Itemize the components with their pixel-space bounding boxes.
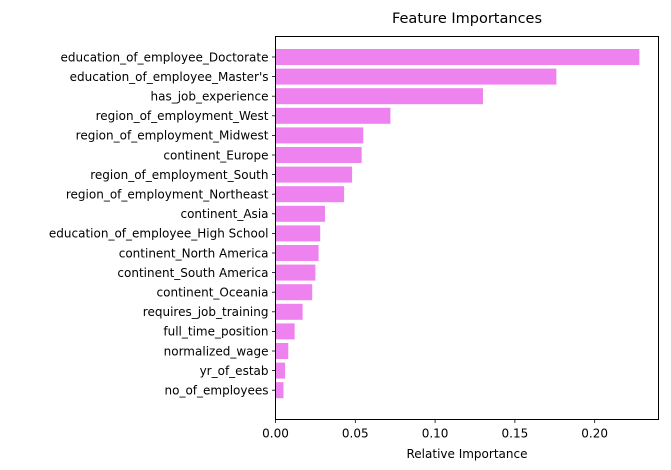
y-tick-label: region_of_employment_West (96, 109, 269, 123)
y-tick-label: continent_Asia (180, 207, 268, 221)
x-axis-title: Relative Importance (407, 447, 528, 461)
y-tick-label: region_of_employment_Midwest (76, 129, 269, 143)
chart-title: Feature Importances (392, 11, 542, 27)
y-tick-label: region_of_employment_Northeast (66, 188, 269, 202)
y-tick-labels: education_of_employee_Doctorate education… (49, 50, 276, 398)
y-tick-label: full_time_position (163, 325, 268, 339)
y-tick-label: normalized_wage (164, 344, 269, 358)
y-tick-label: continent_South America (117, 266, 268, 280)
bars-layer (275, 49, 640, 399)
y-tick-label: continent_North America (119, 246, 269, 260)
bar-6 (275, 166, 353, 183)
y-tick-label: continent_Oceania (157, 286, 269, 300)
y-tick-label: continent_Europe (163, 148, 268, 162)
bar-15 (275, 343, 289, 359)
x-tick-label: 0.15 (502, 427, 529, 441)
y-tick-label: requires_job_training (143, 305, 269, 319)
y-tick-label: education_of_employee_Master's (70, 70, 269, 84)
bar-16 (275, 362, 286, 379)
y-tick-label: yr_of_estab (200, 364, 269, 378)
bar-9 (275, 225, 321, 242)
bar-10 (275, 245, 319, 261)
y-tick-label: no_of_employees (165, 384, 269, 398)
bar-14 (275, 323, 295, 340)
bar-11 (275, 264, 316, 281)
bar-3 (275, 107, 391, 124)
bar-7 (275, 186, 345, 203)
x-tick-label: 0.00 (262, 427, 289, 441)
y-tick-label: education_of_employee_High School (49, 227, 269, 241)
plot-frame (275, 36, 659, 420)
bar-13 (275, 303, 303, 320)
bar-8 (275, 205, 325, 222)
bar-2 (275, 88, 483, 105)
y-tick-label: education_of_employee_Doctorate (61, 50, 269, 64)
bar-5 (275, 147, 362, 163)
x-tick-label: 0.05 (342, 427, 369, 441)
y-tick-label: region_of_employment_South (90, 168, 268, 182)
bar-0 (275, 49, 640, 65)
x-ticks: 0.00 0.05 0.10 0.15 0.20 (262, 419, 608, 441)
bar-17 (275, 382, 284, 399)
bar-1 (275, 68, 557, 85)
y-tick-label: has_job_experience (150, 90, 268, 104)
bar-12 (275, 284, 313, 301)
bar-4 (275, 127, 364, 144)
x-tick-label: 0.20 (581, 427, 608, 441)
x-tick-label: 0.10 (422, 427, 449, 441)
